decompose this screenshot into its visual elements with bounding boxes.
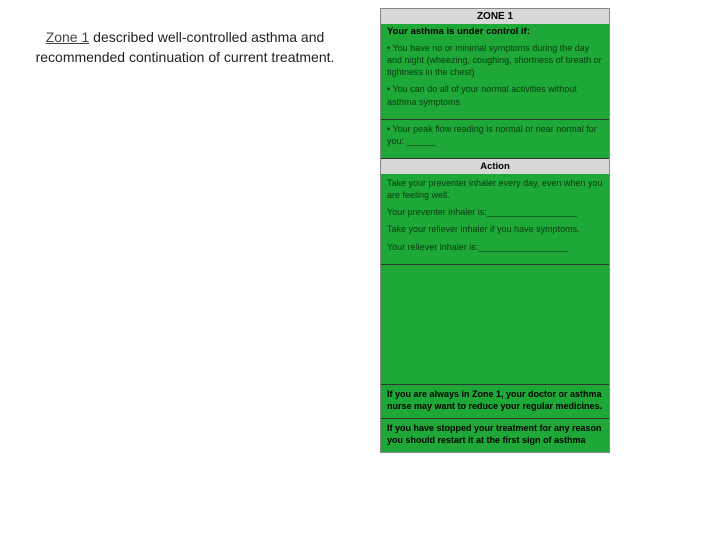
zone1-label: Zone 1 <box>46 29 90 45</box>
action-line: Your reliever inhaler is:_______________… <box>387 241 603 253</box>
control-bullet: • You have no or minimal symptoms during… <box>387 42 603 78</box>
note2: If you have stopped your treatment for a… <box>381 419 609 452</box>
note1: If you are always in Zone 1, your doctor… <box>381 385 609 418</box>
control-extra: • Your peak flow reading is normal or ne… <box>381 120 609 158</box>
control-body: • You have no or minimal symptoms during… <box>381 39 609 119</box>
peakflow-line: • Your peak flow reading is normal or ne… <box>387 123 603 147</box>
control-bullet: • You can do all of your normal activiti… <box>387 83 603 107</box>
zone-card: ZONE 1 Your asthma is under control if: … <box>380 8 610 453</box>
action-line: Your preventer inhaler is:______________… <box>387 206 603 218</box>
action-line: Take your reliever inhaler if you have s… <box>387 223 603 235</box>
action-body: Take your preventer inhaler every day, e… <box>381 174 609 264</box>
left-caption: Zone 1 described well-controlled asthma … <box>20 28 350 67</box>
action-header: Action <box>381 158 609 174</box>
zone-title: ZONE 1 <box>381 9 609 24</box>
spacer-section <box>381 264 609 384</box>
control-header: Your asthma is under control if: <box>381 24 609 39</box>
action-line: Take your preventer inhaler every day, e… <box>387 177 603 201</box>
